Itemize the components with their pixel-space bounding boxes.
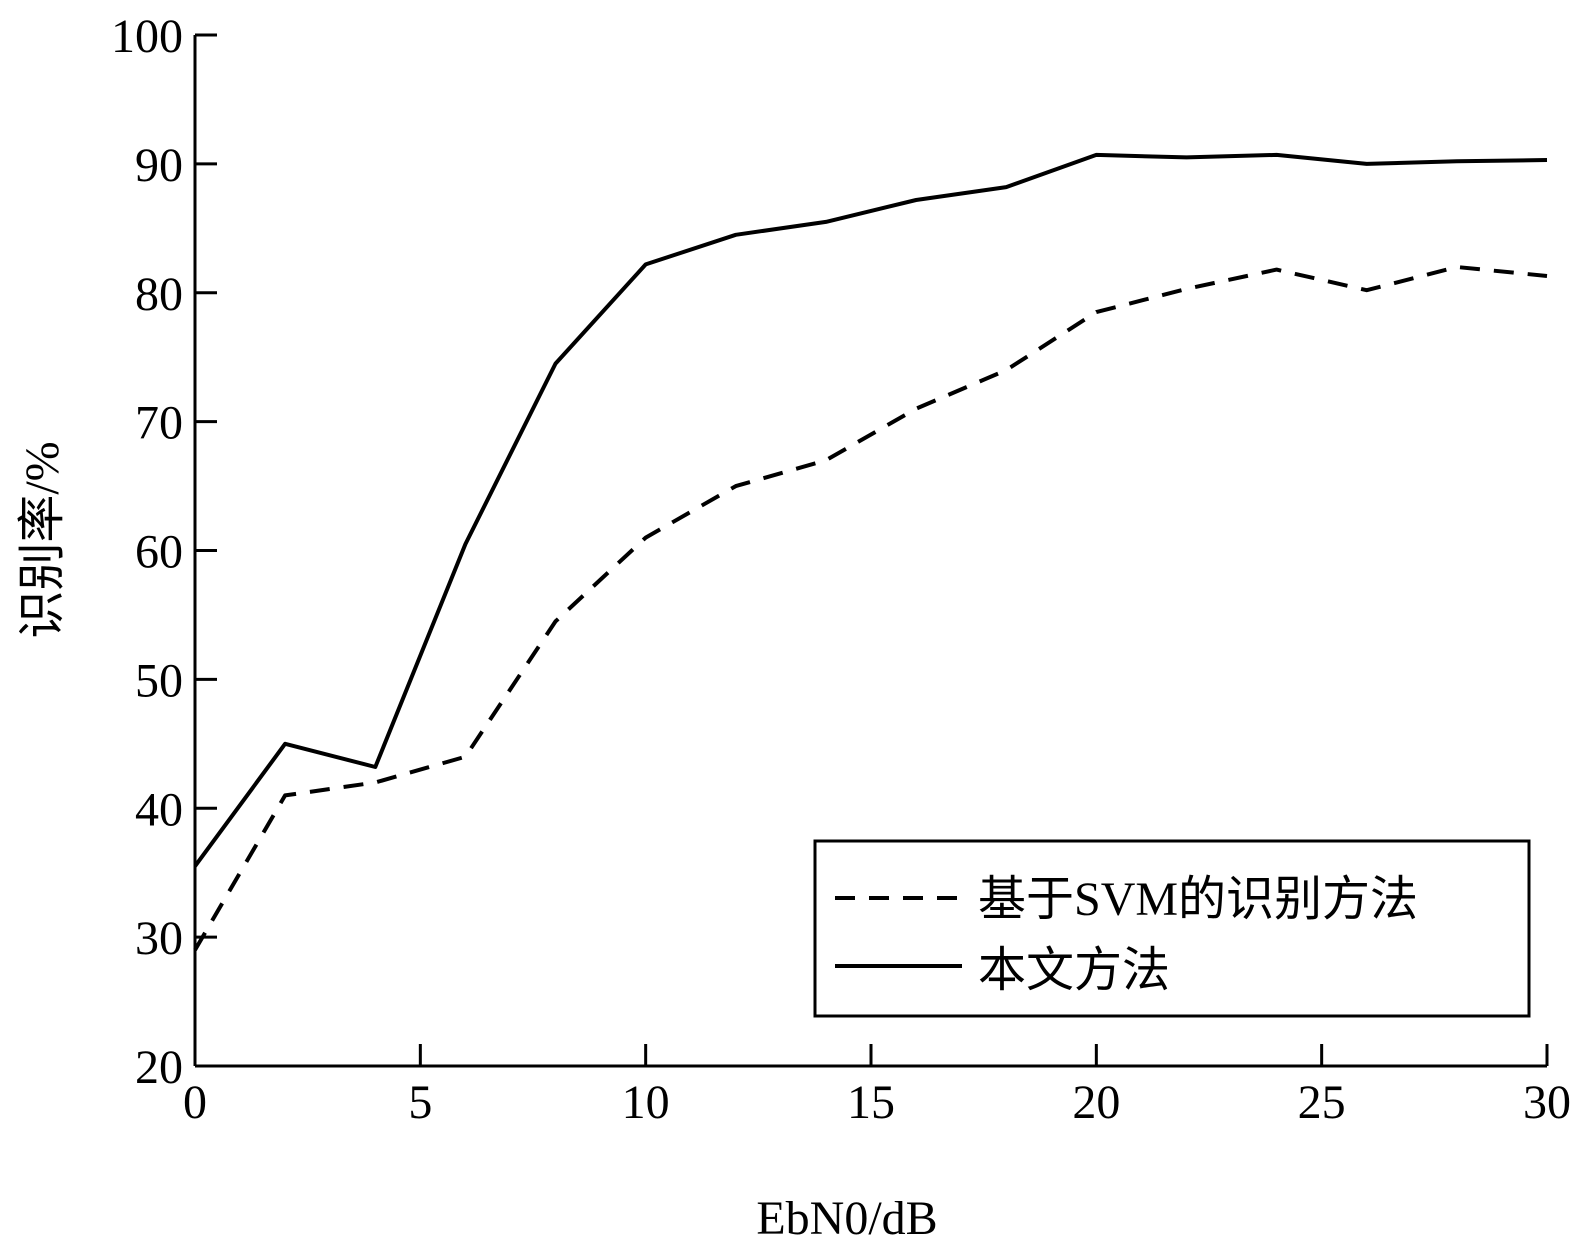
legend-box: [813, 839, 1531, 1018]
x-tick-label: 0: [183, 1076, 207, 1129]
x-axis-ticks: 0 5 10 15 20 25 30: [183, 1044, 1571, 1129]
y-tick-label: 50: [135, 654, 183, 707]
y-tick-label: 80: [135, 268, 183, 321]
series-line-svm: [193, 265, 1548, 952]
y-tick-label: 20: [135, 1041, 183, 1094]
x-tick-label: 20: [1072, 1076, 1120, 1129]
y-tick-label: 90: [135, 139, 183, 192]
series-layer: [193, 152, 1548, 952]
x-tick-label: 10: [622, 1076, 670, 1129]
series-line-proposed: [193, 152, 1548, 868]
x-tick-label: 30: [1523, 1076, 1571, 1129]
y-axis-ticks: 20 30 40 50 60 70 80 90 100: [111, 10, 217, 1094]
y-tick-label: 60: [135, 526, 183, 579]
x-axis-label: EbN0/dB: [756, 1192, 937, 1245]
y-tick-label: 30: [135, 912, 183, 965]
legend-label-proposed: 本文方法: [978, 944, 1170, 997]
x-tick-label: 25: [1298, 1076, 1346, 1129]
y-tick-label: 100: [111, 10, 183, 63]
legend: 基于SVM的识别方法 本文方法: [813, 839, 1531, 1018]
y-tick-label: 40: [135, 783, 183, 836]
legend-label-svm: 基于SVM的识别方法: [978, 873, 1418, 926]
x-tick-label: 5: [408, 1076, 432, 1129]
y-axis-label: 识别率/%: [16, 441, 69, 638]
y-tick-label: 70: [135, 397, 183, 450]
x-tick-label: 15: [847, 1076, 895, 1129]
